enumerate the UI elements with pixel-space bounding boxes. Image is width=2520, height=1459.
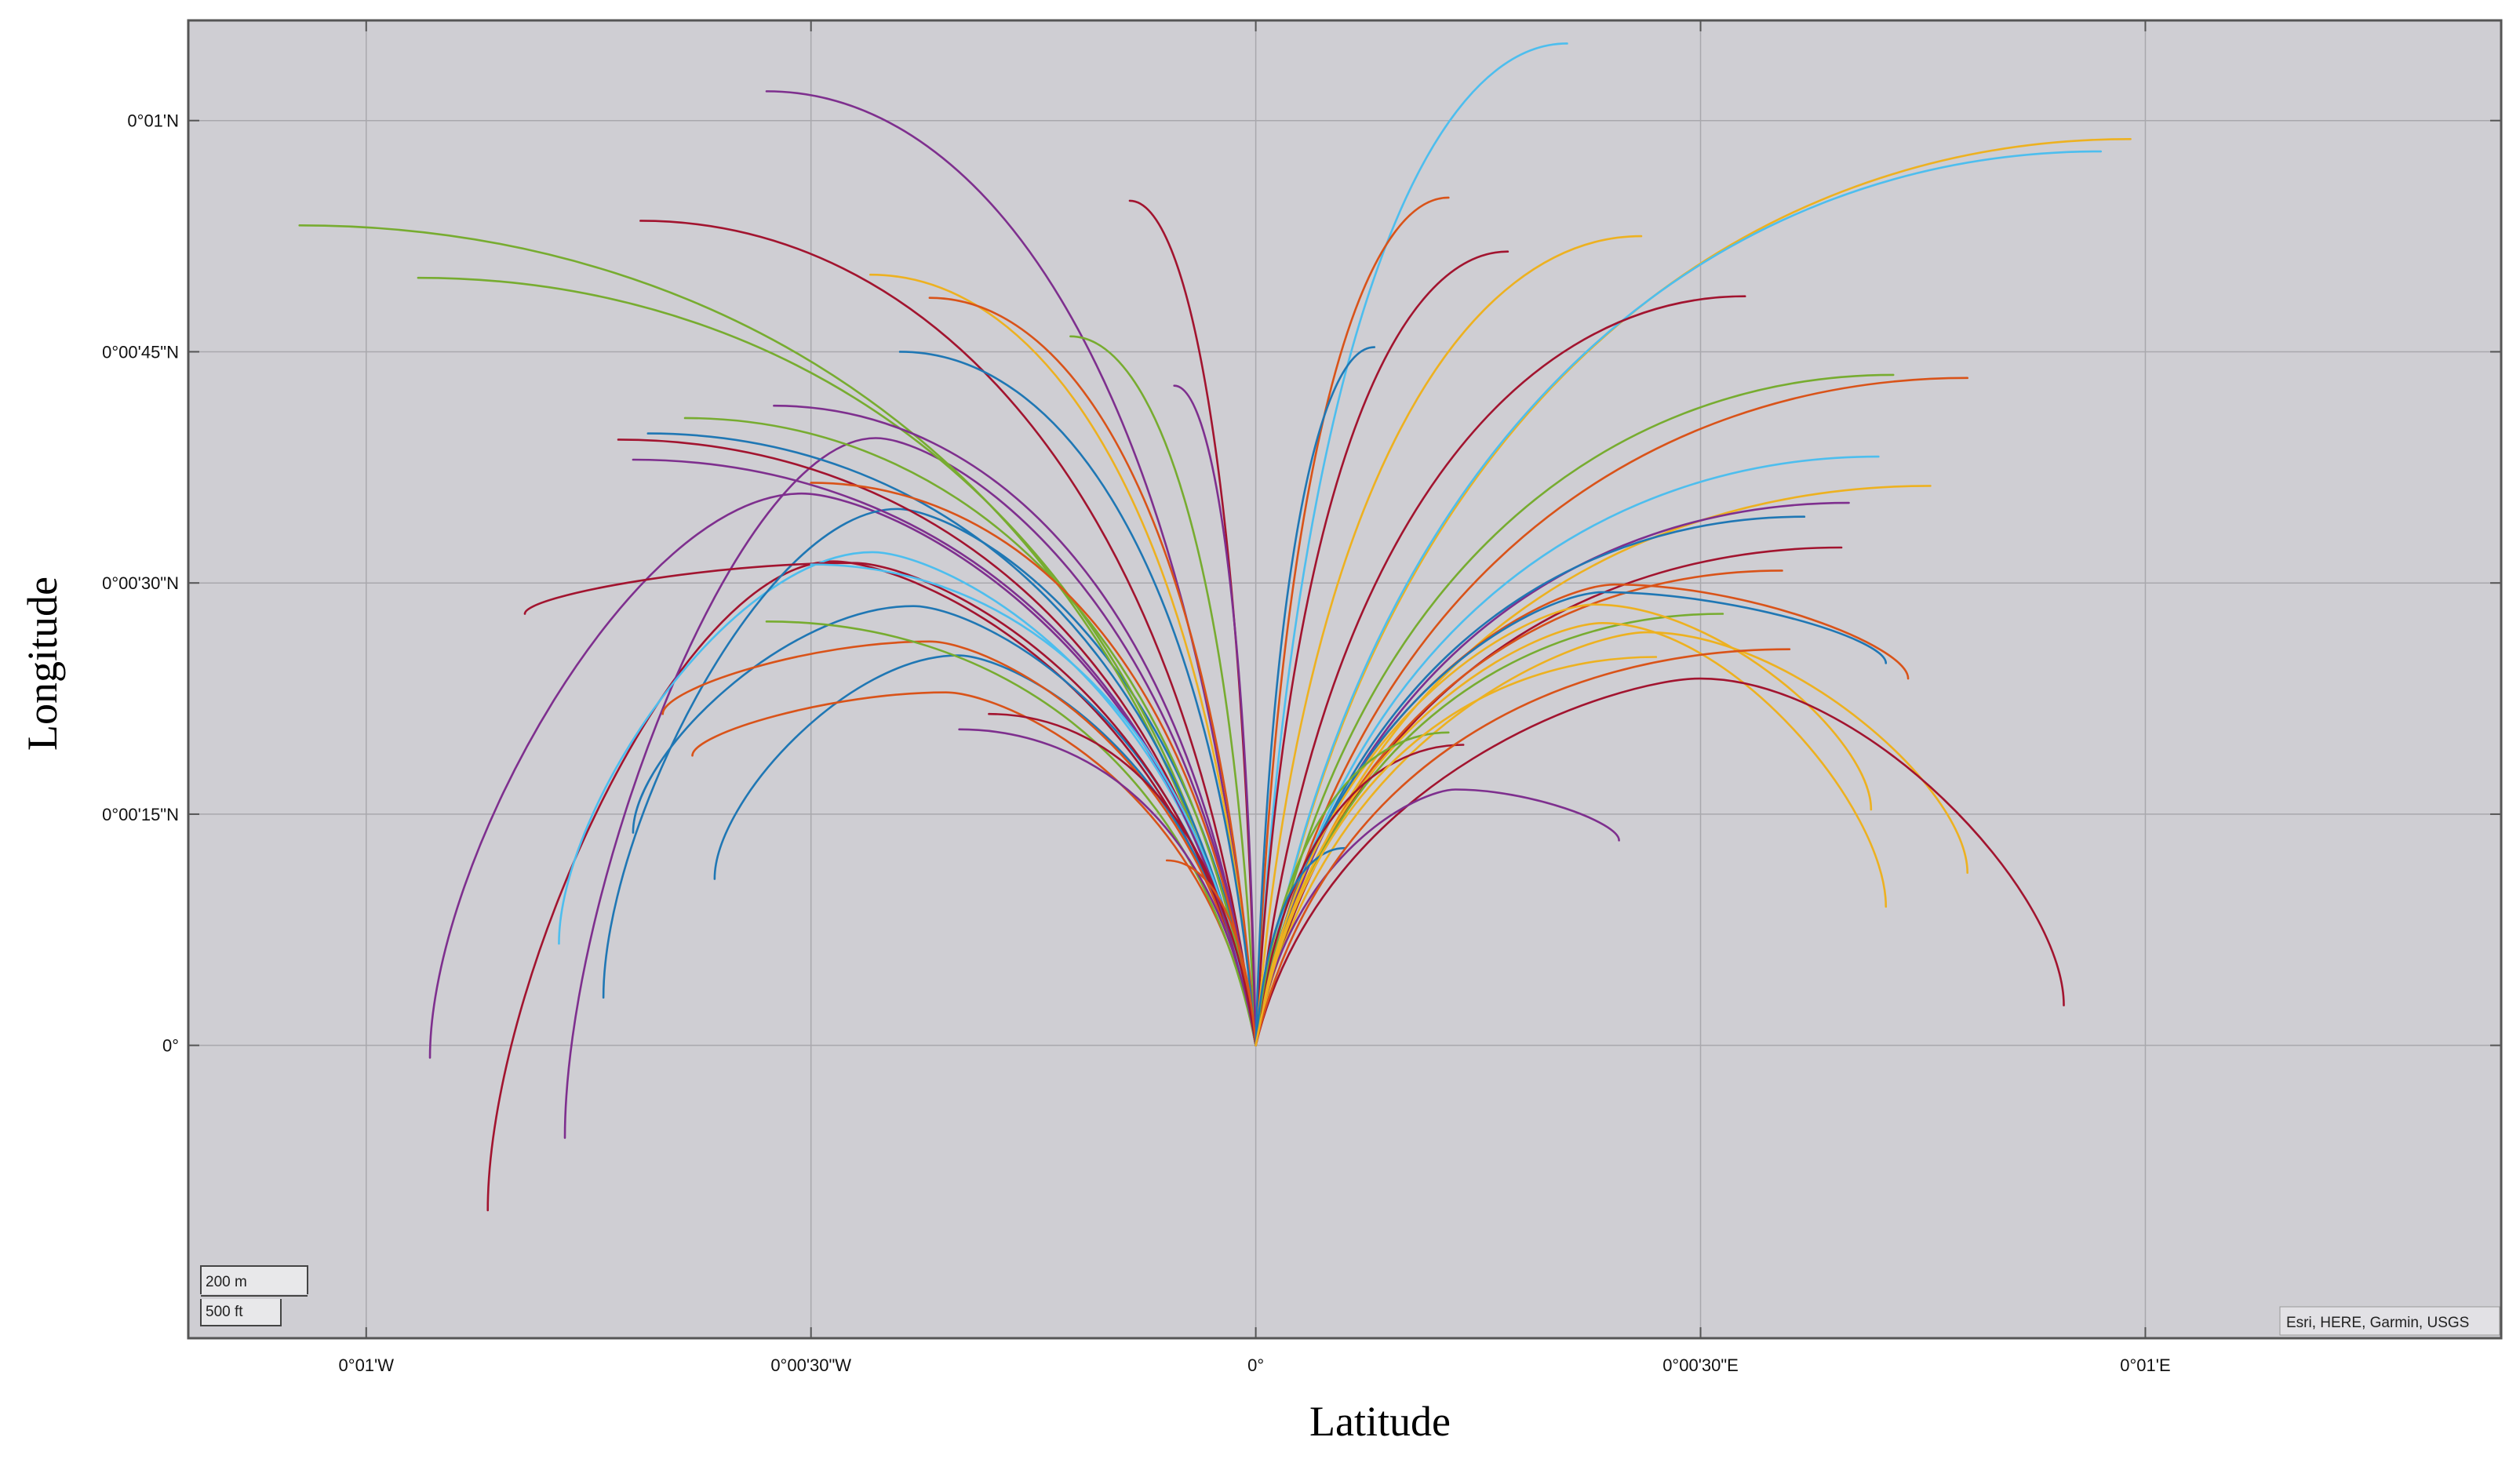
trajectory-line (773, 404, 1257, 1046)
trajectory-line (1255, 656, 1658, 1046)
trajectory-line (1255, 788, 1620, 1046)
trajectory-line (1255, 731, 1450, 1046)
trajectory-line (298, 224, 1257, 1046)
trajectory-line (1165, 859, 1257, 1046)
trajectory-line (765, 620, 1257, 1046)
x-tick-label: 0° (1247, 1355, 1264, 1375)
y-axis-title: Longitude (19, 577, 66, 751)
trajectory-line (639, 220, 1257, 1046)
trajectory-line (523, 562, 1257, 1046)
trajectory-line (1255, 346, 1376, 1046)
x-axis-title: Latitude (1309, 1398, 1451, 1445)
trajectory-line (1255, 846, 1346, 1046)
trajectory-line (898, 351, 1257, 1046)
x-tick-label: 0°01'E (2120, 1355, 2170, 1375)
trajectory-line (646, 432, 1257, 1046)
attribution-text: Esri, HERE, Garmin, USGS (2286, 1315, 2469, 1331)
y-tick-label: 0°00'45"N (102, 342, 179, 362)
trajectory-line (661, 640, 1257, 1046)
trajectory-line (486, 560, 1257, 1212)
scale-bar: 200 m 500 ft (200, 1265, 308, 1326)
y-tick-label: 0°00'15"N (102, 805, 179, 824)
y-tick-label: 0°01'N (127, 111, 179, 131)
trajectory-line (988, 712, 1257, 1046)
trajectory-line (928, 297, 1257, 1046)
trajectory-line (1069, 335, 1257, 1046)
trajectory-line (1173, 384, 1257, 1046)
y-tick-label: 0°00'30"N (102, 573, 179, 593)
trajectory-line (563, 437, 1257, 1139)
trajectory-line (1255, 250, 1509, 1046)
scale-bar-imperial-label: 500 ft (206, 1304, 243, 1320)
attribution: Esri, HERE, Garmin, USGS (2279, 1306, 2500, 1336)
trajectory-line (958, 728, 1257, 1046)
trajectory-line (765, 90, 1257, 1046)
trajectory-line (1255, 196, 1450, 1046)
plot-area (188, 20, 2501, 1338)
x-tick-label: 0°00'30"W (770, 1355, 851, 1375)
trajectory-line (1255, 377, 1968, 1046)
trajectory-line (683, 417, 1257, 1046)
trajectory-lines (298, 42, 2132, 1212)
trajectory-line (1255, 501, 1850, 1046)
trajectory-line (1255, 677, 2065, 1046)
trajectory-line (1255, 591, 1888, 1046)
x-tick-label: 0°00'30"E (1662, 1355, 1739, 1375)
attribution-box (2279, 1306, 2500, 1336)
trajectory-line (1255, 603, 1873, 1046)
trajectory-line (1255, 235, 1643, 1046)
trajectory-line (1255, 295, 1746, 1046)
trajectory-line (1255, 150, 2103, 1046)
y-tick-label: 0° (162, 1036, 179, 1056)
trajectory-line (1255, 42, 1568, 1046)
scale-bar-metric-label: 200 m (206, 1274, 247, 1290)
x-tick-label: 0°01'W (339, 1355, 395, 1375)
scale-bar-imperial-bar (200, 1299, 282, 1326)
trajectory-line (558, 551, 1257, 1046)
trajectory-line (1255, 648, 1791, 1046)
trajectory-line (810, 482, 1257, 1046)
plot-frame (187, 19, 2503, 1340)
trajectory-line (1255, 631, 1968, 1046)
trajectory-line (1255, 621, 1888, 1046)
trajectory-line (602, 508, 1257, 1046)
trajectory-line (1255, 744, 1465, 1046)
grid (188, 20, 2501, 1338)
axis-ticks: 0°01'W 0°00'30"W 0° 0°00'30"E 0°01'E 0° 0°00'1… (102, 20, 2501, 1375)
trajectory-line (869, 273, 1257, 1046)
scale-bar-metric-bar (200, 1265, 308, 1294)
trajectory-line (713, 654, 1257, 1046)
